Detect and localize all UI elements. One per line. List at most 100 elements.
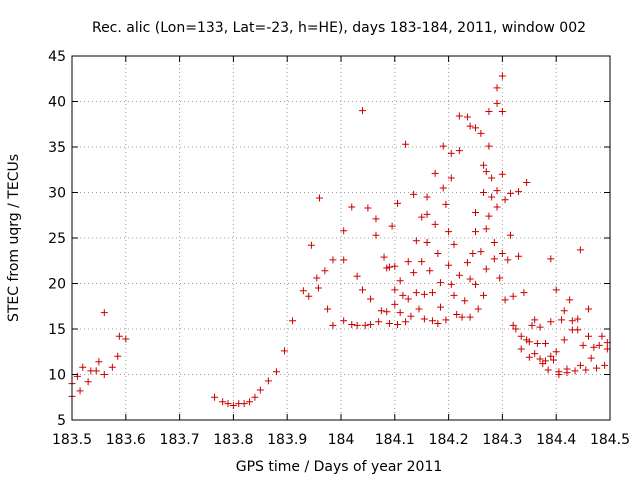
data-point xyxy=(367,320,375,328)
data-point xyxy=(428,317,436,325)
data-point xyxy=(76,387,84,395)
data-point xyxy=(445,261,453,269)
data-point xyxy=(547,255,555,263)
data-point xyxy=(385,263,393,271)
data-point xyxy=(461,297,469,305)
data-point xyxy=(364,204,372,212)
data-point xyxy=(407,312,415,320)
data-point xyxy=(434,249,442,257)
data-point xyxy=(114,352,122,360)
data-point xyxy=(574,315,582,323)
data-point xyxy=(95,358,103,366)
data-point xyxy=(410,269,418,277)
data-point xyxy=(493,187,501,195)
x-tick-label: 183.7 xyxy=(160,432,200,448)
y-tick-label: 35 xyxy=(48,140,66,156)
data-point xyxy=(423,239,431,247)
x-tick-label: 183.5 xyxy=(52,432,92,448)
data-point xyxy=(482,225,490,233)
data-point xyxy=(439,184,447,192)
data-point xyxy=(353,272,361,280)
data-point xyxy=(455,112,463,120)
grid-lines xyxy=(72,56,610,420)
data-point xyxy=(100,371,108,378)
data-point xyxy=(84,378,92,386)
axis-ticks xyxy=(71,55,611,421)
data-point xyxy=(477,248,485,256)
data-point xyxy=(536,323,544,331)
data-point xyxy=(359,286,367,294)
data-point xyxy=(393,320,401,328)
data-point xyxy=(420,290,428,298)
y-tick-labels: 5 10 15 20 25 30 35 40 45 xyxy=(48,49,66,429)
data-point xyxy=(383,308,391,316)
data-point xyxy=(455,147,463,155)
y-tick-label: 15 xyxy=(48,322,66,338)
data-point xyxy=(372,215,380,223)
data-point xyxy=(289,317,297,325)
y-tick-label: 5 xyxy=(57,413,66,429)
data-point xyxy=(488,193,496,201)
data-point xyxy=(353,321,361,329)
data-point xyxy=(404,258,412,266)
data-point xyxy=(517,345,525,353)
data-point xyxy=(504,256,512,264)
data-point xyxy=(490,239,498,247)
y-tick-label: 20 xyxy=(48,277,66,293)
data-point xyxy=(576,246,584,254)
data-point xyxy=(463,113,471,121)
data-point xyxy=(375,318,383,326)
data-point xyxy=(493,99,501,107)
data-point xyxy=(434,320,442,328)
data-point xyxy=(410,190,418,198)
data-point xyxy=(380,253,388,261)
data-point xyxy=(402,318,410,326)
data-point xyxy=(340,317,348,325)
data-point xyxy=(321,267,329,275)
data-point xyxy=(399,291,407,299)
data-point xyxy=(439,142,447,150)
x-tick-label: 184.1 xyxy=(375,432,415,448)
data-point xyxy=(359,107,367,115)
data-point xyxy=(558,316,566,324)
data-point xyxy=(509,292,517,300)
data-point xyxy=(571,367,579,375)
data-point xyxy=(404,295,412,303)
data-point xyxy=(598,332,606,340)
data-point xyxy=(547,318,555,326)
data-point xyxy=(264,377,272,385)
data-point xyxy=(566,296,574,304)
data-point xyxy=(482,265,490,273)
data-point xyxy=(498,108,506,116)
data-point xyxy=(584,305,592,313)
data-point xyxy=(493,84,501,92)
data-point xyxy=(512,325,520,333)
data-point xyxy=(348,203,356,211)
data-point xyxy=(447,174,455,182)
x-tick-label: 184.2 xyxy=(429,432,469,448)
data-point xyxy=(251,393,259,401)
data-point xyxy=(428,289,436,297)
data-point xyxy=(281,347,289,355)
data-point xyxy=(431,169,439,177)
data-point xyxy=(506,231,514,239)
x-tick-label: 183.9 xyxy=(267,432,307,448)
data-point xyxy=(115,332,123,340)
data-point xyxy=(472,228,479,236)
data-point xyxy=(348,320,356,328)
data-point xyxy=(391,286,399,294)
data-point xyxy=(517,332,525,340)
data-point xyxy=(412,237,420,245)
data-point xyxy=(466,275,474,283)
data-point xyxy=(601,361,609,369)
data-point xyxy=(496,274,504,282)
data-point xyxy=(229,401,237,409)
data-point xyxy=(477,129,485,137)
data-point xyxy=(533,340,541,348)
data-point xyxy=(423,193,431,201)
data-point xyxy=(582,366,590,374)
data-point xyxy=(520,289,528,297)
data-point xyxy=(493,203,501,211)
